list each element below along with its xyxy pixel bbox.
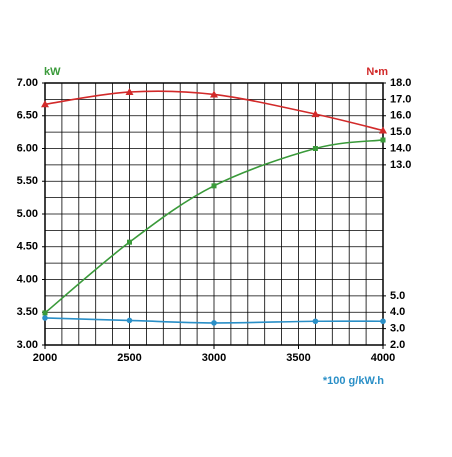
y-tick-label: 3.00 — [17, 339, 38, 351]
y-tick-label: 4.50 — [17, 241, 38, 253]
y2-tick-label: 14.0 — [390, 142, 411, 154]
marker — [211, 183, 217, 189]
marker — [312, 318, 319, 325]
marker — [41, 100, 49, 108]
y2-tick-label: 3.0 — [390, 323, 405, 335]
y-axis-label: kW — [44, 66, 61, 78]
marker — [379, 126, 387, 134]
marker — [125, 88, 134, 96]
marker — [312, 146, 318, 151]
y2-unit-note: *100 g/kW.h — [323, 375, 384, 387]
marker — [42, 315, 48, 321]
marker — [380, 137, 386, 143]
y2-tick-label: 15.0 — [390, 126, 411, 138]
y2-tick-label: 18.0 — [390, 77, 411, 89]
y-tick-label: 4.00 — [17, 273, 38, 285]
y2-tick-label: 2.0 — [390, 339, 405, 351]
y2-tick-label: 5.0 — [390, 290, 405, 302]
x-tick-label: 4000 — [371, 352, 395, 364]
y-tick-label: 6.00 — [17, 142, 38, 154]
y-tick-label: 5.50 — [17, 175, 38, 187]
marker — [210, 90, 218, 98]
y-tick-label: 3.50 — [17, 306, 38, 318]
marker — [211, 320, 217, 326]
x-tick-label: 3000 — [202, 352, 226, 364]
y-tick-label: 5.00 — [17, 208, 38, 220]
y-tick-label: 7.00 — [17, 77, 38, 89]
marker — [42, 310, 48, 316]
marker — [126, 317, 133, 324]
marker — [311, 110, 320, 118]
y-tick-label: 6.50 — [17, 110, 38, 122]
y2-tick-label: 17.0 — [390, 93, 411, 105]
x-tick-label: 2000 — [33, 352, 57, 364]
y2-tick-label: 13.0 — [390, 159, 411, 171]
marker — [380, 318, 386, 325]
x-tick-label: 3500 — [286, 352, 310, 364]
y2-axis-label: N•m — [366, 66, 388, 78]
marker — [127, 239, 132, 245]
x-tick-label: 2500 — [117, 352, 141, 364]
y2-tick-label: 16.0 — [390, 110, 411, 122]
y2-tick-label: 4.0 — [390, 306, 405, 318]
